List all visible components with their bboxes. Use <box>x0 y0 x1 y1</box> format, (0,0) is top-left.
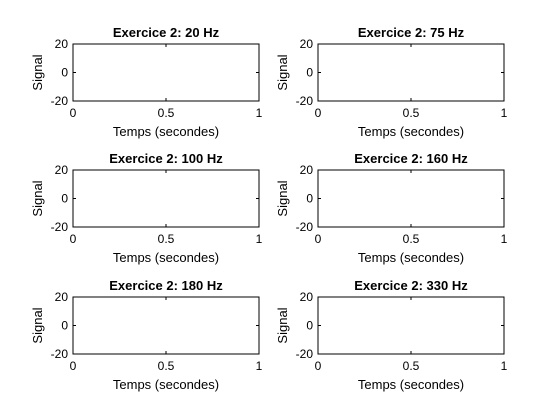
x-tick-label: 0.5 <box>158 106 175 120</box>
x-tick-label: 0.5 <box>403 232 420 246</box>
y-tick-label: -20 <box>51 94 69 108</box>
x-tick-label: 1 <box>256 106 263 120</box>
axes-frame <box>317 169 505 228</box>
y-tick-label: -20 <box>296 94 314 108</box>
y-axis-label: Signal <box>30 307 45 343</box>
y-tick-label: -20 <box>296 347 314 361</box>
x-axis-label: Temps (secondes) <box>113 124 219 139</box>
x-tick-label: 0 <box>70 359 77 373</box>
y-tick-label: 0 <box>306 192 313 206</box>
y-tick-label: 0 <box>61 192 68 206</box>
x-tick-label: 1 <box>501 106 508 120</box>
x-tick-label: 0.5 <box>403 359 420 373</box>
subplot-title: Exercice 2: 180 Hz <box>109 278 223 293</box>
y-tick-label: 0 <box>61 66 68 80</box>
y-tick-label: -20 <box>296 220 314 234</box>
y-tick-label: 0 <box>61 319 68 333</box>
y-axis-label: Signal <box>275 307 290 343</box>
y-tick-label: 20 <box>55 290 69 304</box>
subplot-title: Exercice 2: 100 Hz <box>109 151 223 166</box>
x-axis-label: Temps (secondes) <box>113 377 219 392</box>
x-tick-label: 0.5 <box>158 232 175 246</box>
x-tick-label: 0 <box>315 359 322 373</box>
x-axis-label: Temps (secondes) <box>358 377 464 392</box>
axes-frame <box>317 296 505 355</box>
subplot-title: Exercice 2: 330 Hz <box>354 278 468 293</box>
x-tick-label: 0 <box>70 232 77 246</box>
y-axis-label: Signal <box>275 54 290 90</box>
subplot-title: Exercice 2: 20 Hz <box>113 25 220 40</box>
y-tick-label: 20 <box>55 37 69 51</box>
x-tick-label: 1 <box>256 359 263 373</box>
axes-frame <box>317 43 505 102</box>
x-tick-label: 0 <box>315 232 322 246</box>
x-axis-label: Temps (secondes) <box>358 124 464 139</box>
x-axis-label: Temps (secondes) <box>358 250 464 265</box>
axes-frame <box>72 169 260 228</box>
x-axis-label: Temps (secondes) <box>113 250 219 265</box>
x-tick-label: 1 <box>256 232 263 246</box>
y-tick-label: 0 <box>306 319 313 333</box>
x-tick-label: 0.5 <box>403 106 420 120</box>
x-tick-label: 0.5 <box>158 359 175 373</box>
axes-frame <box>72 43 260 102</box>
x-tick-label: 0 <box>70 106 77 120</box>
y-axis-label: Signal <box>275 180 290 216</box>
y-tick-label: 20 <box>55 163 69 177</box>
y-tick-label: -20 <box>51 347 69 361</box>
y-tick-label: 20 <box>300 290 314 304</box>
y-tick-label: -20 <box>51 220 69 234</box>
y-tick-label: 20 <box>300 37 314 51</box>
x-tick-label: 1 <box>501 232 508 246</box>
subplot-title: Exercice 2: 160 Hz <box>354 151 468 166</box>
x-tick-label: 1 <box>501 359 508 373</box>
y-tick-label: 0 <box>306 66 313 80</box>
subplot-title: Exercice 2: 75 Hz <box>358 25 465 40</box>
y-axis-label: Signal <box>30 54 45 90</box>
axes-frame <box>72 296 260 355</box>
y-tick-label: 20 <box>300 163 314 177</box>
y-axis-label: Signal <box>30 180 45 216</box>
x-tick-label: 0 <box>315 106 322 120</box>
